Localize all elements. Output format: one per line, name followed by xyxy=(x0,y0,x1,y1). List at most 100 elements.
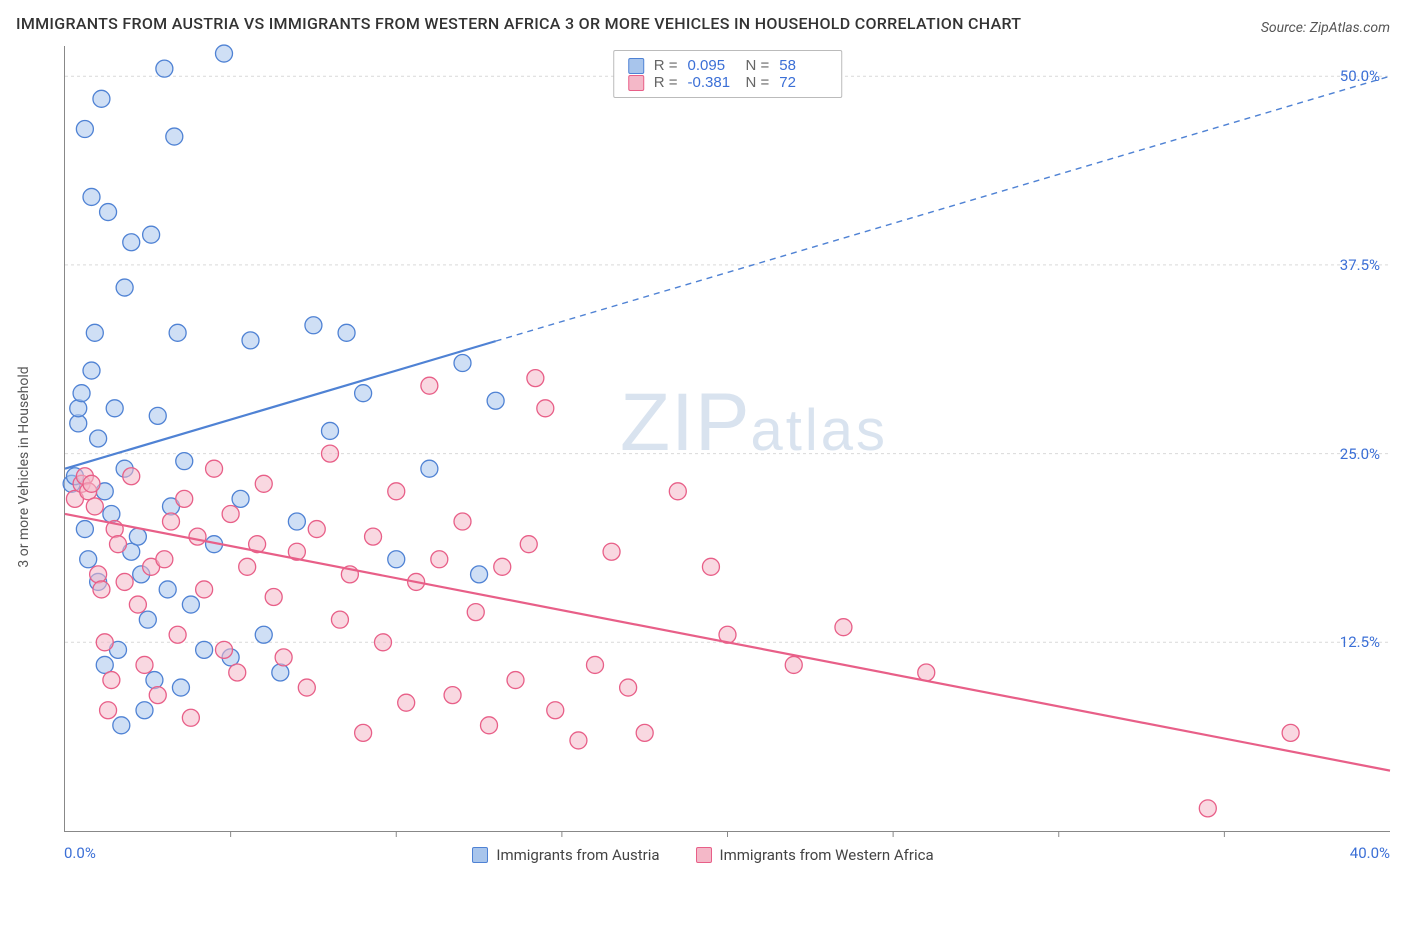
stats-swatch xyxy=(628,58,644,74)
data-point xyxy=(388,483,405,500)
data-point xyxy=(454,355,471,372)
stats-n-value: 72 xyxy=(779,74,827,91)
data-point xyxy=(398,694,415,711)
data-point xyxy=(487,392,504,409)
data-point xyxy=(86,324,103,341)
stats-row: R = 0.095 N = 58 xyxy=(628,57,828,74)
y-tick-label: 37.5% xyxy=(1340,256,1380,274)
data-point xyxy=(421,460,438,477)
data-point xyxy=(116,573,133,590)
data-point xyxy=(365,528,382,545)
data-point xyxy=(156,551,173,568)
data-point xyxy=(100,702,117,719)
data-point xyxy=(444,687,461,704)
data-point xyxy=(93,581,110,598)
data-point xyxy=(196,581,213,598)
data-point xyxy=(113,717,130,734)
data-point xyxy=(83,362,100,379)
data-point xyxy=(255,475,272,492)
data-point xyxy=(103,672,120,689)
trend-line-dashed xyxy=(496,76,1390,341)
data-point xyxy=(305,317,322,334)
data-point xyxy=(76,121,93,138)
data-point xyxy=(136,702,153,719)
chart-header: IMMIGRANTS FROM AUSTRIA VS IMMIGRANTS FR… xyxy=(16,12,1390,36)
data-point xyxy=(159,581,176,598)
data-point xyxy=(169,626,186,643)
data-point xyxy=(242,332,259,349)
trend-line-solid xyxy=(65,341,496,469)
data-point xyxy=(90,566,107,583)
legend-label: Immigrants from Western Africa xyxy=(720,846,934,864)
data-point xyxy=(86,498,103,515)
stats-swatch xyxy=(628,75,644,91)
data-point xyxy=(322,422,339,439)
data-point xyxy=(149,407,166,424)
stats-r-value: 0.095 xyxy=(688,57,736,74)
data-point xyxy=(143,226,160,243)
data-point xyxy=(229,664,246,681)
source-attribution: Source: ZipAtlas.com xyxy=(1261,20,1390,36)
plot-area: ZIPatlas R =0.095N =58R =-0.381N =72 12.… xyxy=(64,46,1390,832)
data-point xyxy=(272,664,289,681)
data-point xyxy=(176,453,193,470)
stats-n-value: 58 xyxy=(779,57,827,74)
data-point xyxy=(93,90,110,107)
data-point xyxy=(298,679,315,696)
legend-item: Immigrants from Austria xyxy=(472,846,659,864)
data-point xyxy=(275,649,292,666)
data-point xyxy=(471,566,488,583)
data-point xyxy=(123,468,140,485)
data-point xyxy=(835,619,852,636)
data-point xyxy=(255,626,272,643)
data-point xyxy=(375,634,392,651)
y-axis-label: 3 or more Vehicles in Household xyxy=(16,366,32,567)
data-point xyxy=(96,656,113,673)
data-point xyxy=(355,724,372,741)
stats-r-label: R = xyxy=(654,74,678,91)
data-point xyxy=(620,679,637,696)
stats-n-label: N = xyxy=(746,74,770,91)
data-point xyxy=(603,543,620,560)
data-point xyxy=(196,641,213,658)
data-point xyxy=(149,687,166,704)
data-point xyxy=(520,536,537,553)
data-point xyxy=(222,505,239,522)
data-point xyxy=(172,679,189,696)
data-point xyxy=(189,528,206,545)
data-point xyxy=(83,475,100,492)
legend-swatch xyxy=(472,847,488,863)
y-tick-label: 12.5% xyxy=(1340,633,1380,651)
data-point xyxy=(421,377,438,394)
stats-n-label: N = xyxy=(746,57,770,74)
data-point xyxy=(156,60,173,77)
data-point xyxy=(166,128,183,145)
stats-legend-box: R =0.095N =58R =-0.381N =72 xyxy=(613,50,843,98)
legend-swatch xyxy=(696,847,712,863)
data-point xyxy=(785,656,802,673)
data-point xyxy=(146,672,163,689)
legend-label: Immigrants from Austria xyxy=(496,846,659,864)
data-point xyxy=(73,385,90,402)
data-point xyxy=(70,400,87,417)
data-point xyxy=(163,513,180,530)
data-point xyxy=(507,672,524,689)
data-point xyxy=(83,188,100,205)
legend-item: Immigrants from Western Africa xyxy=(696,846,934,864)
data-point xyxy=(90,430,107,447)
stats-r-label: R = xyxy=(654,57,678,74)
data-point xyxy=(702,558,719,575)
data-point xyxy=(308,521,325,538)
y-tick-label: 25.0% xyxy=(1340,445,1380,463)
data-point xyxy=(129,596,146,613)
data-point xyxy=(232,490,249,507)
data-point xyxy=(76,521,93,538)
data-point xyxy=(547,702,564,719)
data-point xyxy=(216,641,233,658)
data-point xyxy=(331,611,348,628)
data-point xyxy=(481,717,498,734)
data-point xyxy=(322,445,339,462)
chart-container: 3 or more Vehicles in Household ZIPatlas… xyxy=(16,42,1390,892)
data-point xyxy=(454,513,471,530)
data-point xyxy=(239,558,256,575)
